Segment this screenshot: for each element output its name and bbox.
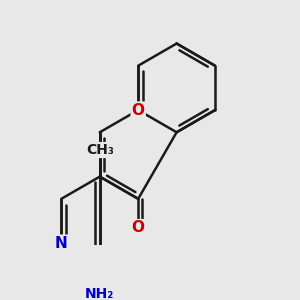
Text: N: N xyxy=(55,236,68,251)
Text: O: O xyxy=(132,220,145,235)
Text: CH₃: CH₃ xyxy=(86,143,114,157)
Text: NH₂: NH₂ xyxy=(85,287,114,300)
Text: O: O xyxy=(132,103,145,118)
